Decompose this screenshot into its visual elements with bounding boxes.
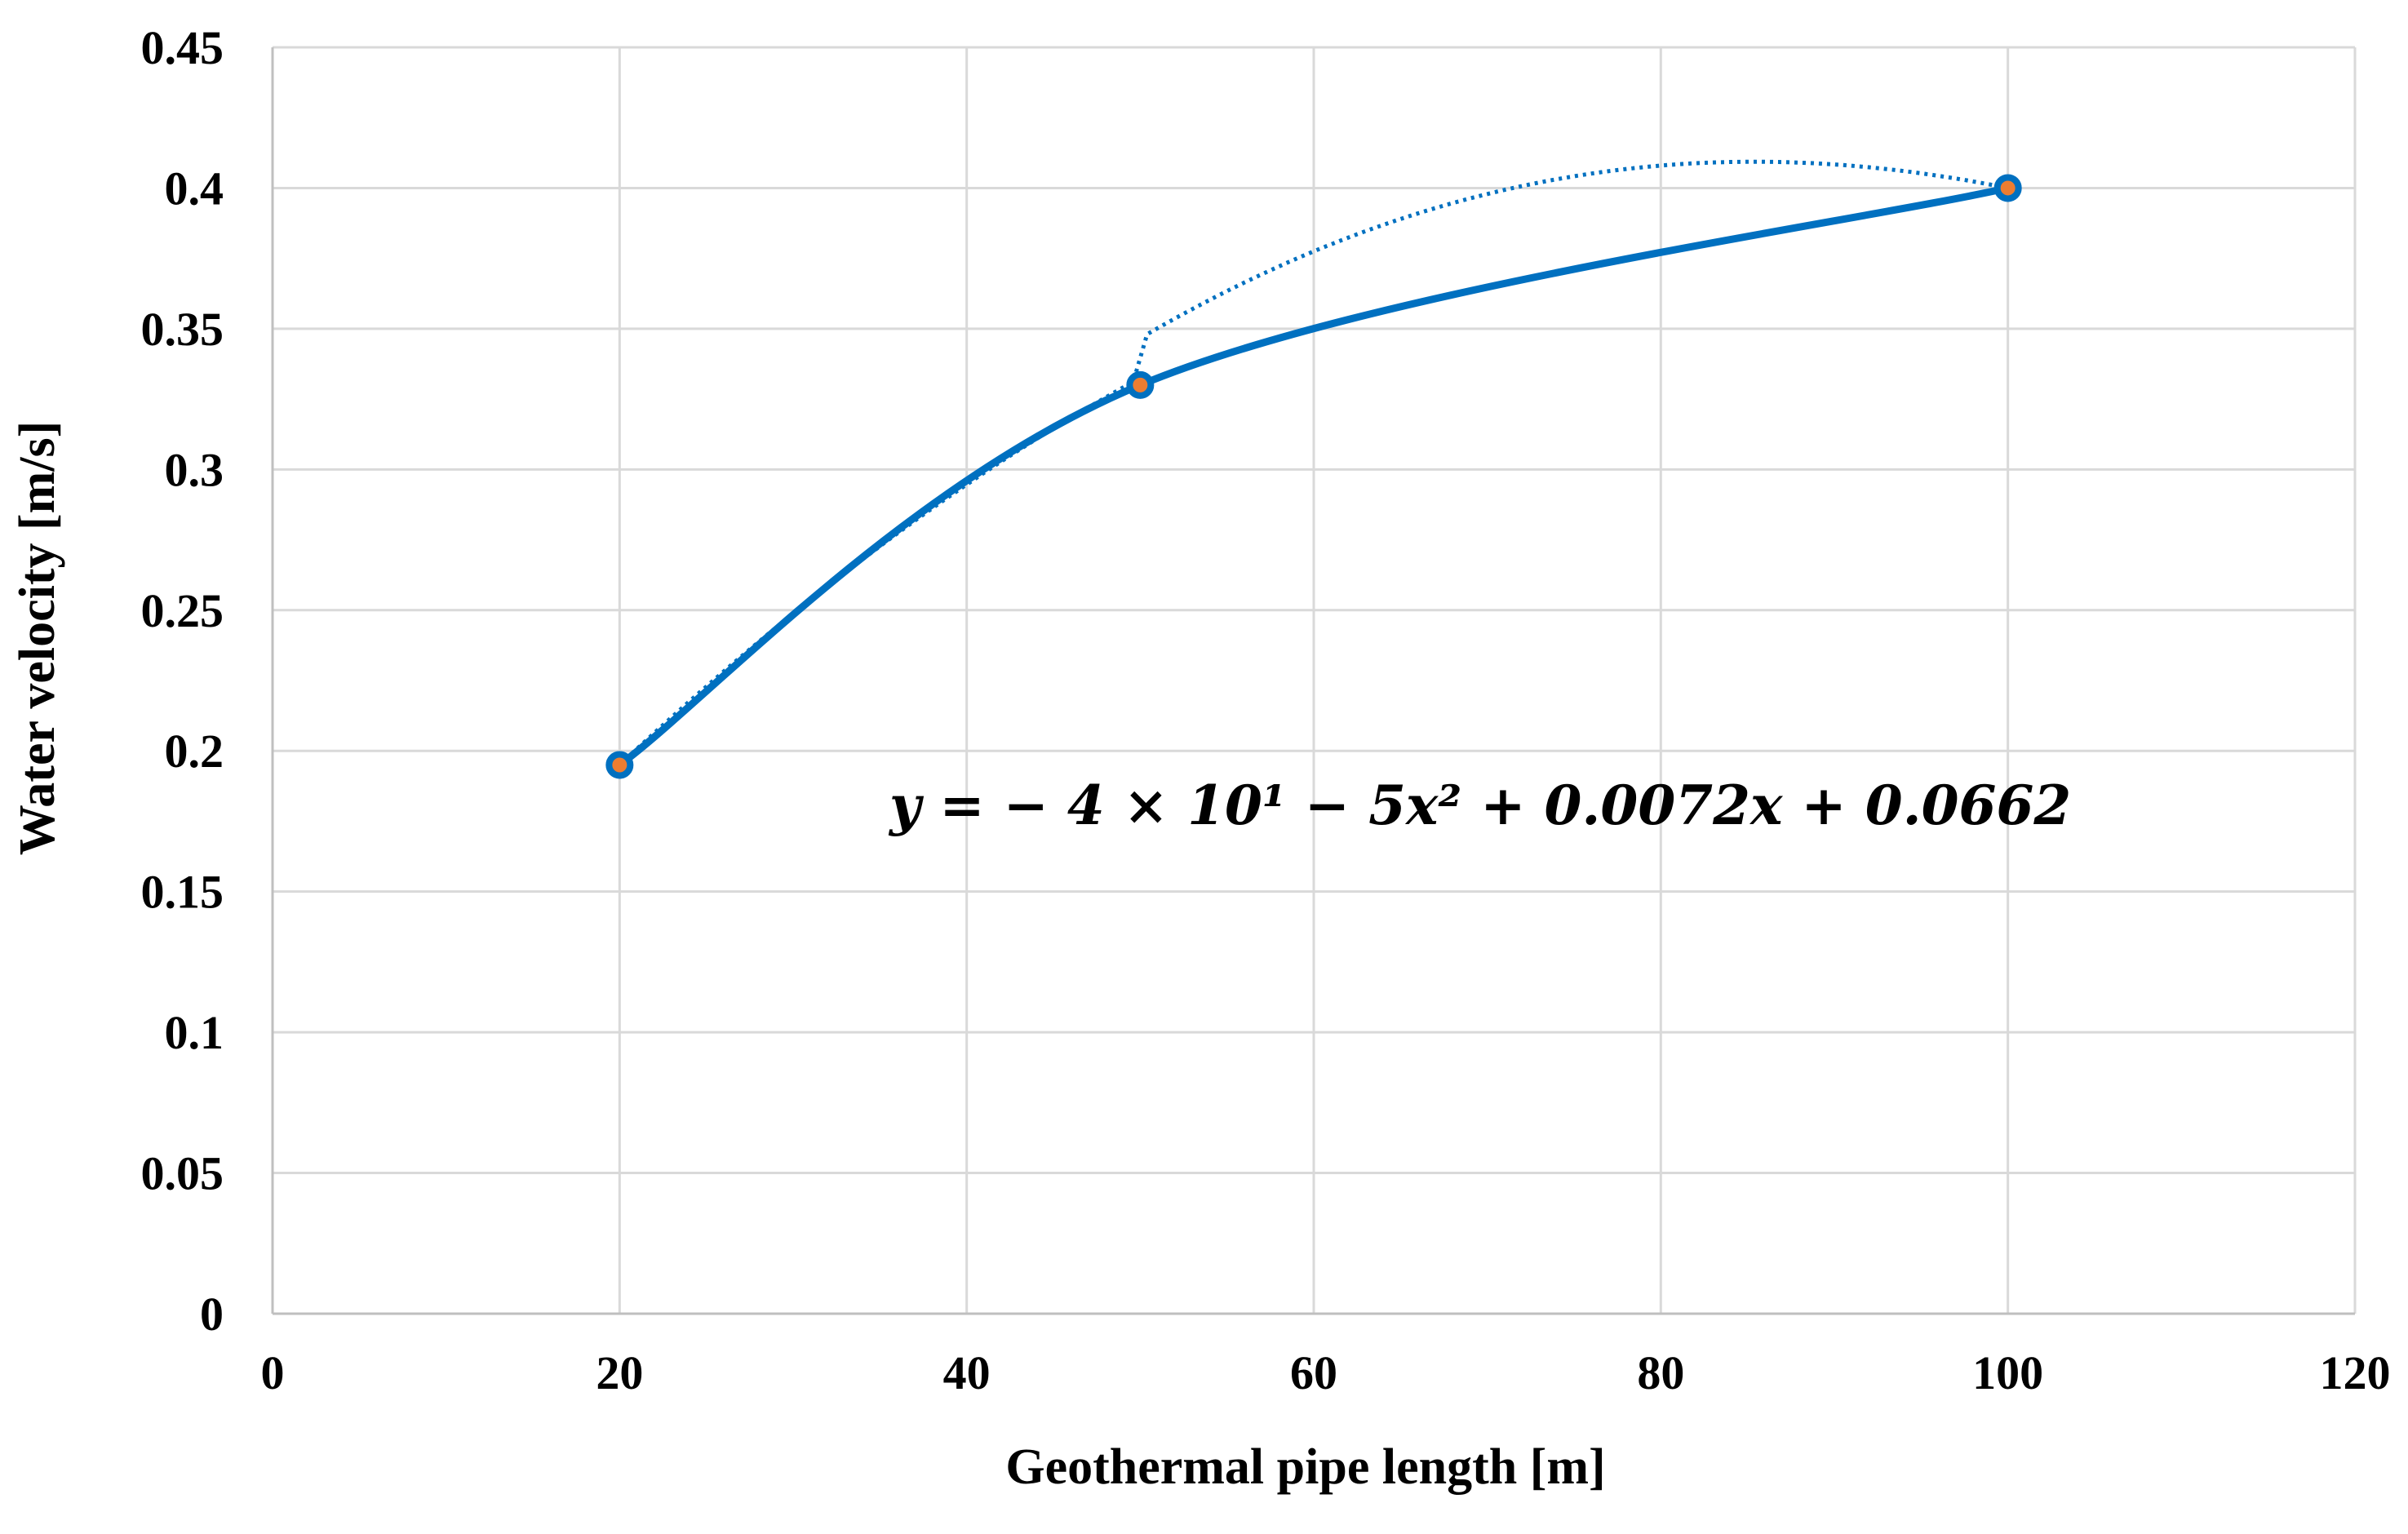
x-tick-label: 80: [1637, 1346, 1684, 1399]
plot-area: [605, 159, 2022, 779]
data-point: [1993, 174, 2022, 202]
data-point: [605, 751, 634, 779]
y-tick-label: 0.2: [165, 725, 224, 778]
y-tick-label: 0.35: [141, 303, 224, 356]
y-tick-label: 0.3: [165, 443, 224, 496]
equation-annotation: y = − 4 × 10¹ − 5x² + 0.0072x + 0.0662: [888, 774, 2071, 837]
x-tick-label: 100: [1972, 1346, 2043, 1399]
data-point: [1126, 370, 1155, 399]
y-tick-labels: 0 0.05 0.1 0.15 0.2 0.25 0.3 0.35 0.4 0.45: [141, 21, 224, 1341]
x-tick-label: 40: [943, 1346, 991, 1399]
y-axis-title: Water velocity [m/s]: [10, 421, 65, 856]
x-tick-labels: 0 20 40 60 80 100 120: [261, 1346, 2391, 1399]
y-tick-label: 0.25: [141, 584, 224, 637]
x-tick-label: 120: [2320, 1346, 2391, 1399]
y-tick-label: 0: [200, 1288, 224, 1341]
y-tick-label: 0.05: [141, 1147, 224, 1200]
y-tick-label: 0.45: [141, 21, 224, 74]
x-tick-label: 0: [261, 1346, 285, 1399]
x-tick-label: 20: [596, 1346, 643, 1399]
y-tick-label: 0.15: [141, 866, 224, 919]
y-tick-label: 0.4: [165, 162, 224, 215]
axes: [271, 47, 2355, 1315]
y-tick-label: 0.1: [165, 1006, 224, 1059]
series-line: [615, 184, 2012, 769]
x-tick-label: 60: [1290, 1346, 1337, 1399]
grid: [273, 46, 2357, 1314]
x-axis-title: Geothermal pipe length [m]: [1005, 1439, 1605, 1495]
